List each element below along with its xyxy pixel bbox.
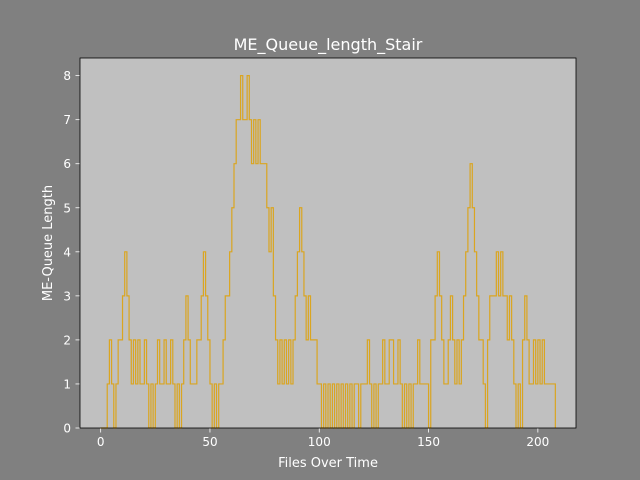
- y-axis-label: ME-Queue Length: [41, 185, 56, 301]
- y-tick-label: 5: [63, 201, 71, 215]
- y-tick-label: 8: [63, 69, 71, 83]
- y-tick-label: 3: [63, 289, 71, 303]
- plot-area: [80, 58, 576, 428]
- y-tick-label: 7: [63, 113, 71, 127]
- x-tick-label: 200: [526, 435, 549, 449]
- y-tick-label: 0: [63, 422, 71, 436]
- x-axis-ticks: 0 50 100 150 200: [97, 428, 549, 449]
- x-tick-label: 0: [97, 435, 105, 449]
- x-axis-label: Files Over Time: [278, 456, 378, 471]
- axes-spines: [79, 57, 577, 429]
- y-tick-label: 2: [63, 333, 71, 347]
- x-tick-label: 50: [202, 435, 217, 449]
- axes-frame: [79, 57, 577, 429]
- x-tick-label: 100: [308, 435, 331, 449]
- chart-title: ME_Queue_length_Stair: [234, 35, 423, 55]
- y-tick-label: 4: [63, 245, 71, 259]
- y-tick-label: 1: [63, 377, 71, 391]
- x-tick-label: 150: [417, 435, 440, 449]
- y-tick-label: 6: [63, 157, 71, 171]
- y-axis-ticks: 0 1 2 3 4 5 6 7 8: [63, 69, 80, 436]
